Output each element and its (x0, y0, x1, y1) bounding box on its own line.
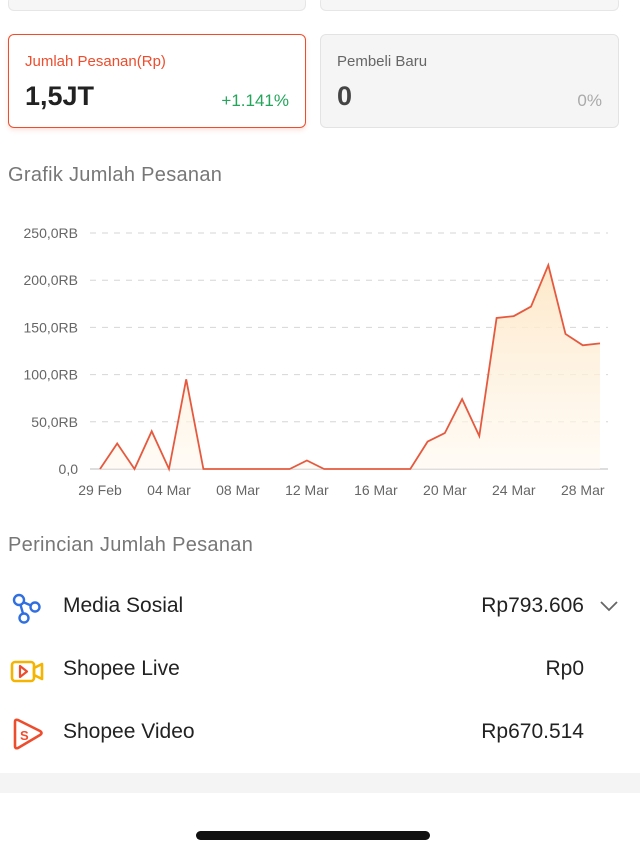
metric-card-top-right[interactable] (320, 0, 619, 11)
breakdown-value: Rp670.514 (481, 720, 584, 743)
breakdown-value: Rp793.606 (481, 594, 584, 617)
metric-card-new-buyers[interactable]: Pembeli Baru 0 0% (320, 34, 619, 128)
breakdown-row-media-sosial[interactable]: Media Sosial Rp793.606 (0, 579, 640, 635)
chart-x-tick-label: 29 Feb (78, 482, 122, 498)
breakdown-label: Shopee Video (63, 720, 195, 743)
new-buyers-card-change: 0% (577, 91, 602, 110)
chart-series-line (99, 262, 601, 472)
orders-line-chart: 0,0 50,0RB 100,0RB 150,0RB 200,0RB 250,0RB 29… (24, 225, 608, 498)
chart-y-tick-label: 150,0RB (24, 319, 78, 335)
chevron-down-icon[interactable] (598, 595, 620, 617)
chart-x-tick-label: 16 Mar (354, 482, 398, 498)
metric-card-orders[interactable]: Jumlah Pesanan(Rp) 1,5JT +1.141% (8, 34, 306, 128)
chart-x-tick-label: 28 Mar (561, 482, 605, 498)
breakdown-label: Media Sosial (63, 594, 184, 617)
orders-card-change: +1.141% (221, 91, 289, 110)
chart-x-tick-label: 20 Mar (423, 482, 467, 498)
new-buyers-card-label: Pembeli Baru (337, 53, 428, 70)
breakdown-value: Rp0 (545, 657, 584, 680)
chart-x-tick-label: 24 Mar (492, 482, 536, 498)
home-indicator[interactable] (196, 831, 430, 840)
chart-y-tick-label: 100,0RB (24, 367, 78, 383)
chart-x-tick-label: 12 Mar (285, 482, 329, 498)
chart-x-tick-label: 04 Mar (147, 482, 191, 498)
orders-card-value: 1,5JT (25, 81, 95, 111)
shopee-video-icon: S (13, 718, 43, 750)
chart-section-title: Grafik Jumlah Pesanan (8, 164, 223, 186)
svg-text:S: S (20, 728, 29, 743)
breakdown-row-shopee-live[interactable]: Shopee Live Rp0 (0, 642, 640, 698)
orders-card-label: Jumlah Pesanan(Rp) (25, 53, 166, 70)
chart-y-tick-label: 200,0RB (24, 272, 78, 288)
breakdown-label: Shopee Live (63, 657, 180, 680)
breakdown-row-shopee-video[interactable]: S Shopee Video Rp670.514 (0, 705, 640, 761)
chart-y-tick-label: 250,0RB (24, 225, 78, 241)
breakdown-section-title: Perincian Jumlah Pesanan (8, 534, 254, 556)
section-divider (0, 773, 640, 793)
chart-y-tick-label: 0,0 (59, 461, 79, 477)
metric-card-top-left[interactable] (8, 0, 306, 11)
chart-x-tick-label: 08 Mar (216, 482, 260, 498)
new-buyers-card-value: 0 (337, 81, 353, 111)
shopee-live-icon (10, 660, 44, 683)
chart-area-fill (100, 265, 600, 469)
chart-y-tick-label: 50,0RB (31, 414, 78, 430)
social-media-icon (12, 593, 41, 624)
